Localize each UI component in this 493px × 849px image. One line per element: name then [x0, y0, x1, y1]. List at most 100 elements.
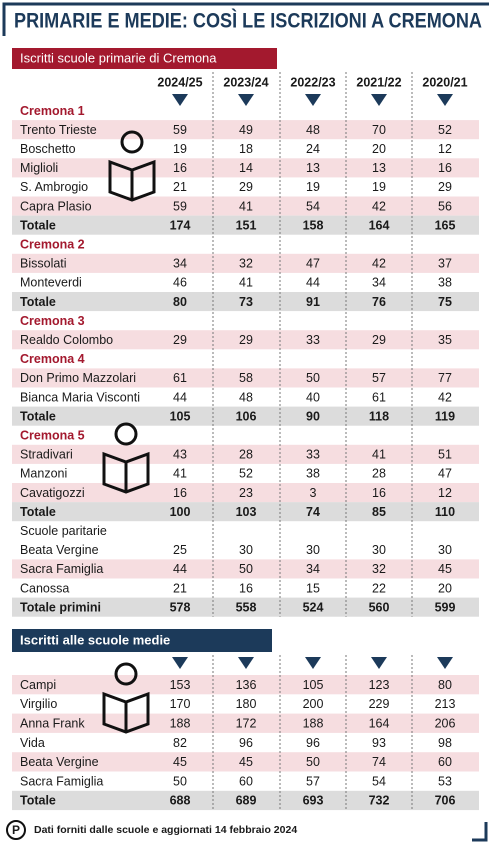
cell-value: 158: [303, 218, 324, 232]
cell-value: 164: [369, 717, 390, 731]
cell-value: 119: [435, 409, 455, 423]
cell-value: 16: [173, 161, 187, 175]
total-label: Totale: [20, 505, 56, 519]
cell-value: 229: [369, 697, 390, 711]
cell-value: 110: [435, 505, 455, 519]
school-name: Don Primo Mazzolari: [20, 371, 136, 385]
cell-value: 41: [239, 276, 253, 290]
cell-value: 41: [239, 199, 253, 213]
row-bg: [12, 368, 479, 388]
school-name: Canossa: [20, 581, 69, 595]
arrow: [238, 94, 254, 106]
group-name: Cremona 1: [20, 104, 85, 118]
row-bg: [12, 483, 479, 503]
cell-value: 599: [435, 600, 456, 614]
cell-value: 693: [303, 794, 324, 808]
cell-value: 172: [236, 717, 257, 731]
logo: P: [12, 823, 20, 837]
cell-value: 93: [372, 736, 386, 750]
cell-value: 41: [173, 467, 187, 481]
cell-value: 18: [239, 142, 253, 156]
cell-value: 34: [306, 562, 320, 576]
cell-value: 76: [372, 295, 386, 309]
school-name: Bianca Maria Visconti: [20, 390, 140, 404]
primary-heading: Iscritti scuole primarie di Cremona: [20, 50, 217, 65]
middle-heading-bar: [12, 629, 272, 652]
cell-value: 524: [303, 600, 324, 614]
cell-value: 30: [372, 543, 386, 557]
total-label: Totale: [20, 218, 56, 232]
cell-value: 16: [372, 486, 386, 500]
cell-value: 45: [438, 562, 452, 576]
cell-value: 38: [438, 276, 452, 290]
footer-note: Dati forniti dalle scuole e aggiornati 1…: [34, 824, 297, 836]
cell-value: 136: [236, 678, 257, 692]
cell-value: 34: [173, 257, 187, 271]
title: PRIMARIE E MEDIE: COSÌ LE ISCRIZIONI A C…: [14, 10, 482, 33]
cell-value: 59: [173, 199, 187, 213]
cell-value: 20: [438, 581, 452, 595]
cell-value: 44: [306, 276, 320, 290]
cell-value: 105: [303, 678, 324, 692]
cell-value: 13: [372, 161, 386, 175]
cell-value: 46: [173, 276, 187, 290]
cell-value: 732: [369, 794, 390, 808]
cell-value: 25: [173, 543, 187, 557]
school-name: Stradivari: [20, 448, 73, 462]
cell-value: 560: [369, 600, 390, 614]
cell-value: 165: [435, 218, 456, 232]
cell-value: 103: [236, 505, 257, 519]
total-row-bg: [12, 292, 479, 312]
school-name: Monteverdi: [20, 276, 82, 290]
cell-value: 82: [173, 736, 187, 750]
total-row-bg: [12, 406, 479, 426]
cell-value: 47: [306, 257, 320, 271]
cell-value: 558: [236, 600, 257, 614]
cell-value: 206: [435, 717, 456, 731]
arrow: [305, 94, 321, 106]
arrow: [371, 94, 387, 106]
cell-value: 96: [306, 736, 320, 750]
cell-value: 70: [372, 123, 386, 137]
cell-value: 56: [438, 199, 452, 213]
cell-value: 57: [372, 371, 386, 385]
cell-value: 34: [372, 276, 386, 290]
cell-value: 60: [438, 755, 452, 769]
cell-value: 80: [438, 678, 452, 692]
cell-value: 29: [239, 333, 253, 347]
cell-value: 48: [306, 123, 320, 137]
cell-value: 57: [306, 774, 320, 788]
cell-value: 50: [239, 562, 253, 576]
cell-value: 24: [306, 142, 320, 156]
cell-value: 174: [170, 218, 191, 232]
cell-value: 105: [170, 409, 191, 423]
cell-value: 16: [239, 581, 253, 595]
cell-value: 153: [170, 678, 191, 692]
cell-value: 33: [306, 448, 320, 462]
school-name: Realdo Colombo: [20, 333, 113, 347]
total-row-bg: [12, 597, 479, 617]
school-name: Virgilio: [20, 697, 57, 711]
column-header: 2023/24: [223, 75, 268, 89]
cell-value: 50: [306, 755, 320, 769]
cell-value: 98: [438, 736, 452, 750]
school-name: Trento Trieste: [20, 123, 97, 137]
school-name: Vida: [20, 736, 45, 750]
column-header: 2022/23: [290, 75, 335, 89]
cell-value: 578: [170, 600, 191, 614]
arrow: [238, 657, 254, 669]
cell-value: 50: [173, 774, 187, 788]
cell-value: 29: [438, 180, 452, 194]
school-name: S. Ambrogio: [20, 180, 88, 194]
row-bg: [12, 559, 479, 579]
cell-value: 12: [438, 142, 452, 156]
cell-value: 42: [372, 199, 386, 213]
cell-value: 75: [438, 295, 452, 309]
group-name: Cremona 4: [20, 352, 85, 366]
row-bg: [12, 330, 479, 350]
cell-value: 96: [239, 736, 253, 750]
school-name: Boschetto: [20, 142, 76, 156]
cell-value: 40: [306, 390, 320, 404]
total-label: Totale primini: [20, 600, 101, 614]
cell-value: 85: [372, 505, 386, 519]
